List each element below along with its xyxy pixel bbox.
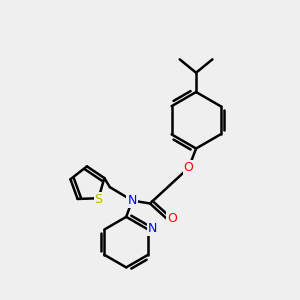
Text: S: S (94, 193, 103, 206)
Text: N: N (148, 221, 157, 235)
Text: O: O (184, 161, 194, 174)
Text: N: N (128, 194, 137, 207)
Text: O: O (167, 212, 177, 225)
